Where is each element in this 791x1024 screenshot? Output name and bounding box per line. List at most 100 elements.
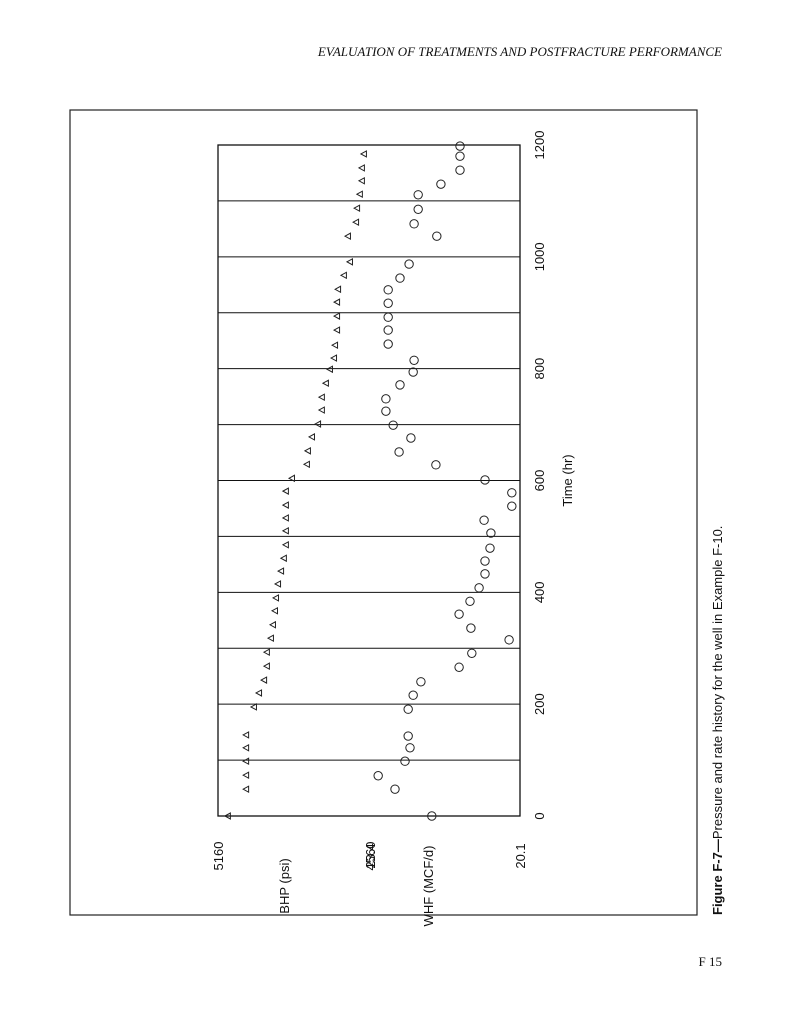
whf-point: [455, 151, 465, 161]
whf-point: [408, 690, 418, 700]
whf-point: [436, 179, 446, 189]
bhp-point: [281, 540, 289, 549]
whf-point: [413, 190, 423, 200]
whf-point: [383, 285, 393, 295]
whf-point: [455, 141, 465, 151]
whf-point: [406, 433, 416, 443]
bhp-point: [352, 218, 360, 227]
bhp-point: [254, 689, 263, 697]
bhp-point: [242, 757, 250, 766]
whf-point: [427, 811, 437, 821]
bhp-point: [355, 190, 363, 199]
bhp-point: [271, 594, 280, 602]
whf-point: [395, 380, 405, 390]
whf-point: [480, 556, 490, 566]
bhp-point: [357, 164, 365, 172]
x-axis-title: Time (hr): [560, 454, 575, 506]
bhp-point: [242, 743, 250, 752]
bhp-point: [303, 447, 311, 455]
whf-point: [486, 528, 496, 538]
bhp-point: [359, 150, 367, 158]
whf-point: [395, 273, 405, 283]
bhp-point: [223, 812, 231, 820]
whf-point: [383, 298, 393, 308]
whf-point: [466, 623, 476, 633]
bhp-point: [317, 393, 325, 402]
whf-point: [454, 609, 464, 619]
bhp-point: [266, 634, 274, 643]
whf-point: [485, 543, 495, 553]
y-axis-title: BHP (psi): [277, 858, 292, 913]
whf-point: [467, 648, 477, 658]
y2-axis-title: WHF (MCF/d): [421, 846, 436, 927]
y-tick-label: 5160: [211, 842, 226, 871]
whf-point: [416, 677, 426, 687]
bhp-point: [262, 648, 270, 657]
bhp-point: [260, 676, 268, 684]
whf-point: [507, 488, 517, 498]
bhp-point: [287, 474, 295, 483]
whf-point: [413, 204, 423, 215]
y2-tick-label: 23.4: [363, 843, 378, 868]
bhp-point: [268, 620, 276, 629]
bhp-point: [330, 341, 339, 350]
whf-point: [474, 583, 484, 593]
whf-point: [381, 406, 391, 416]
figure-frame: [69, 109, 698, 916]
caption-text: Pressure and rate history for the well i…: [710, 526, 725, 840]
whf-point: [409, 355, 419, 365]
y-tick-label: 4560: [363, 842, 378, 871]
bhp-point: [325, 365, 333, 374]
x-tick-label: 200: [532, 693, 547, 715]
bhp-point: [321, 379, 329, 388]
bhp-point: [242, 731, 250, 739]
bhp-point: [242, 771, 250, 780]
whf-point: [373, 771, 383, 781]
whf-point: [455, 165, 465, 175]
whf-point: [403, 731, 413, 741]
whf-point: [432, 231, 442, 241]
bhp-point: [333, 326, 341, 334]
bhp-point: [281, 526, 289, 535]
whf-point: [381, 394, 391, 404]
bhp-point: [281, 514, 289, 522]
whf-point: [408, 367, 418, 377]
figure-caption: Figure F-7—Pressure and rate history for…: [710, 526, 725, 915]
bhp-point: [270, 606, 278, 615]
caption-label: Figure F-7—: [710, 839, 725, 915]
bhp-point: [317, 406, 325, 414]
whf-point: [400, 756, 410, 766]
chart: 0 200 400 600 800 1000 1200 Time (hr) 5160 456023…: [211, 131, 575, 927]
page-number: F 15: [699, 954, 722, 969]
bhp-point: [334, 285, 342, 294]
x-tick-label: 1000: [532, 242, 547, 271]
whf-point: [394, 447, 404, 457]
whf-point: [504, 635, 514, 645]
whf-point: [454, 662, 464, 672]
bhp-point: [343, 232, 351, 240]
whf-point: [507, 501, 517, 511]
x-tick-label: 600: [532, 470, 547, 492]
bhp-point: [357, 176, 365, 185]
whf-point: [480, 475, 490, 485]
x-tick-label: 400: [532, 581, 547, 603]
bhp-point: [339, 271, 347, 280]
whf-point: [479, 515, 489, 525]
whf-point: [465, 596, 475, 606]
bhp-point: [333, 312, 341, 320]
bhp-point: [262, 662, 270, 670]
whf-point: [431, 460, 441, 470]
whf-point: [403, 704, 413, 714]
whf-point: [405, 743, 415, 753]
bhp-point: [329, 354, 338, 362]
x-tick-label: 1200: [532, 131, 547, 160]
bhp-point: [302, 460, 310, 469]
bhp-point: [345, 258, 353, 266]
whf-point: [409, 219, 419, 229]
whf-point: [390, 784, 400, 794]
bhp-point: [314, 420, 322, 428]
y2-tick-label: 20.1: [513, 843, 528, 868]
